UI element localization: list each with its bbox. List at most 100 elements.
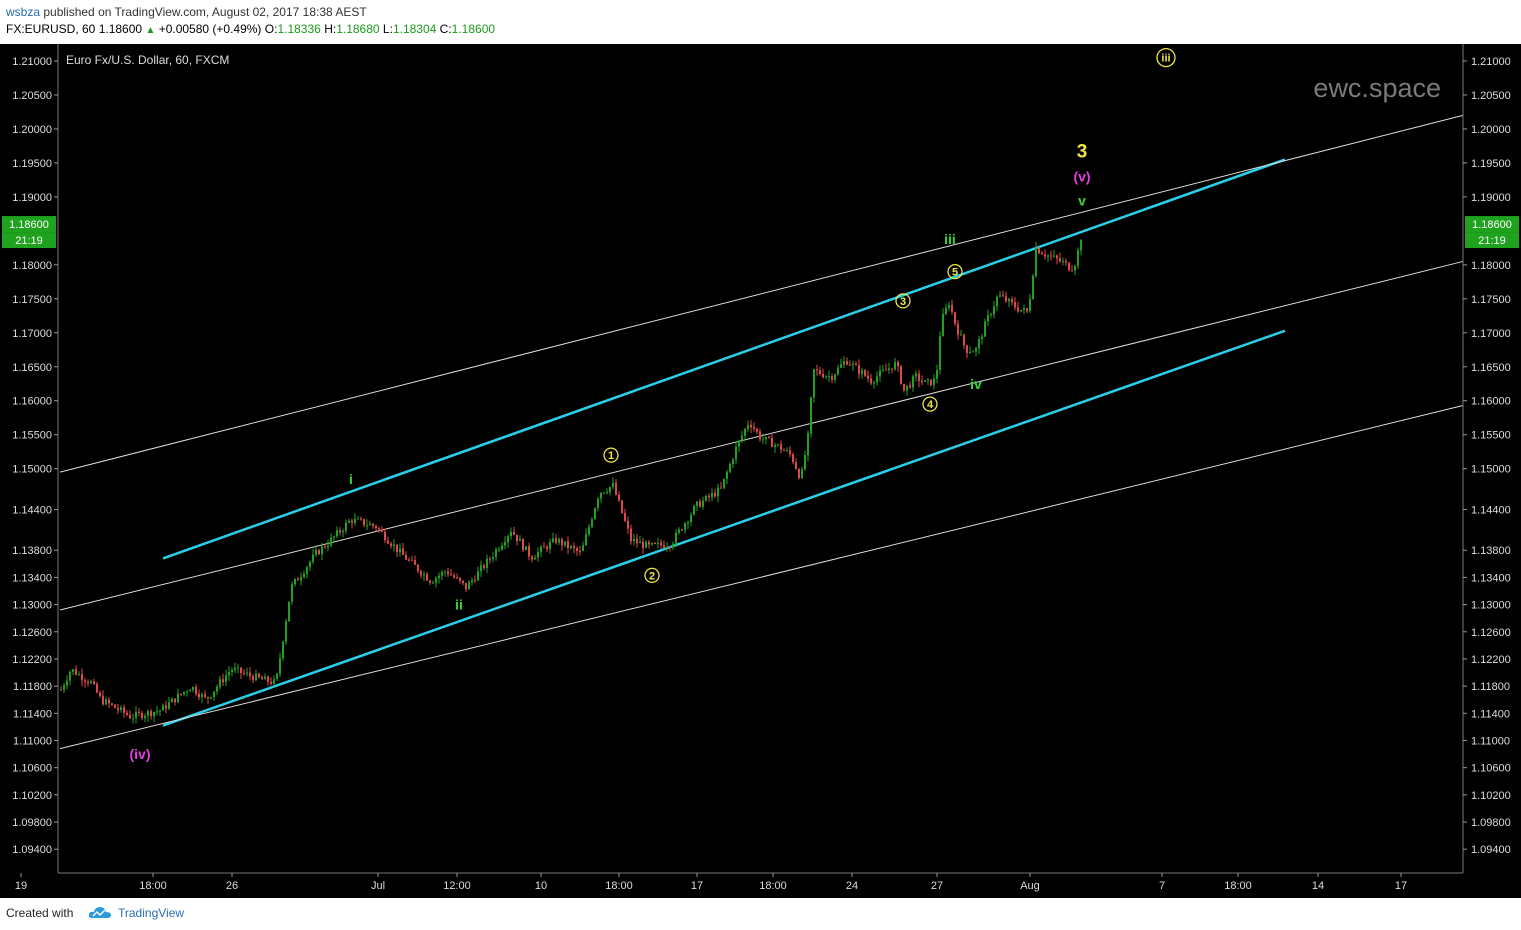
candle-body [933,378,935,386]
y-tick-label-right: 1.13400 [1471,572,1511,584]
y-tick-label-right: 1.11800 [1471,681,1510,693]
candle-body [582,545,584,552]
candle-body [849,364,851,366]
candle-body [567,541,569,549]
candle-body [465,582,467,590]
candle-body [996,296,998,307]
candle-body [186,691,188,693]
candle-body [273,678,275,684]
y-tick-label-left: 1.20500 [12,90,52,102]
candle-body [738,440,740,447]
wave-label-circle [603,447,619,463]
candle-body [450,574,452,576]
candle-body [810,397,812,434]
countdown-badge-left [2,232,56,249]
candle-body [816,369,818,371]
candle-body [960,334,962,336]
candle-body [72,669,74,672]
y-tick-label-right: 1.10200 [1471,790,1511,802]
y-tick-label-left: 1.13800 [12,545,52,557]
candle-body [243,673,245,675]
wave-label: i [349,471,353,487]
wave-label: 5 [952,267,958,279]
candle-body [621,500,623,513]
candle-body [468,582,470,590]
candle-body [747,424,749,429]
candle-body [270,681,272,684]
candle-body [315,549,317,555]
candle-body [885,369,887,371]
candle-body [234,668,236,671]
y-tick-label-right: 1.13000 [1471,600,1511,612]
channel-line[interactable] [162,329,1286,727]
candle-body [609,487,611,492]
candle-body [372,523,374,526]
x-tick-label: 17 [1395,880,1407,892]
candle-body [843,361,845,365]
candle-body [219,679,221,687]
candle-body [438,575,440,579]
candle-body [627,520,629,529]
y-tick-label-left: 1.11800 [13,681,52,693]
candle-body [693,506,695,515]
y-tick-label-left: 1.16500 [12,362,52,374]
candle-body [1020,309,1022,312]
candle-body [1041,253,1043,255]
candle-body [171,698,173,703]
x-tick-label: 12:00 [443,880,471,892]
candle-body [1029,298,1031,312]
channel-line[interactable] [162,158,1286,560]
candle-body [327,545,329,548]
candle-body [267,676,269,682]
y-tick-label-right: 1.10600 [1471,763,1511,775]
candle-body [1032,275,1034,299]
candle-body [906,385,908,391]
tradingview-link[interactable]: TradingView [118,906,185,920]
candle-body [954,312,956,324]
candle-body [615,482,617,495]
y-tick-label-left: 1.18000 [12,260,52,272]
candle-body [441,571,443,576]
y-tick-label-right: 1.15000 [1471,464,1511,476]
candle-body [237,667,239,669]
wave-label-circle [1156,47,1176,68]
y-tick-label-left: 1.20000 [12,124,52,136]
parallel-line[interactable] [59,114,1464,473]
candle-body [192,686,194,690]
candle-body [510,531,512,536]
candle-body [60,689,62,691]
candle-body [375,525,377,529]
candle-body [720,487,722,489]
parallel-line[interactable] [59,260,1464,611]
candle-body [66,680,68,686]
candle-body [879,370,881,377]
candle-body [990,314,992,316]
candle-body [663,545,665,548]
candle-body [342,530,344,533]
open-label: O: [264,22,278,36]
candle-body [462,580,464,583]
candle-body [456,577,458,579]
candle-body [195,686,197,694]
candle-body [564,541,566,546]
candle-body [1056,255,1058,259]
y-tick-label-right: 1.20000 [1471,124,1511,136]
parallel-line[interactable] [59,405,1464,750]
y-tick-label-right: 1.12600 [1471,627,1511,639]
author-link[interactable]: wsbza [6,5,41,19]
y-tick-label-left: 1.16000 [12,396,52,408]
candle-body [948,305,950,308]
close-label: C: [439,22,452,36]
candle-body [573,546,575,549]
candle-body [1017,307,1019,312]
x-tick-label: 19 [15,880,27,892]
candle-body [936,370,938,379]
x-tick-label: 18:00 [605,880,633,892]
candle-body [210,697,212,699]
candle-body [489,558,491,560]
candle-body [459,577,461,581]
candle-body [1050,255,1052,257]
candle-body [183,691,185,695]
candle-body [81,674,83,681]
